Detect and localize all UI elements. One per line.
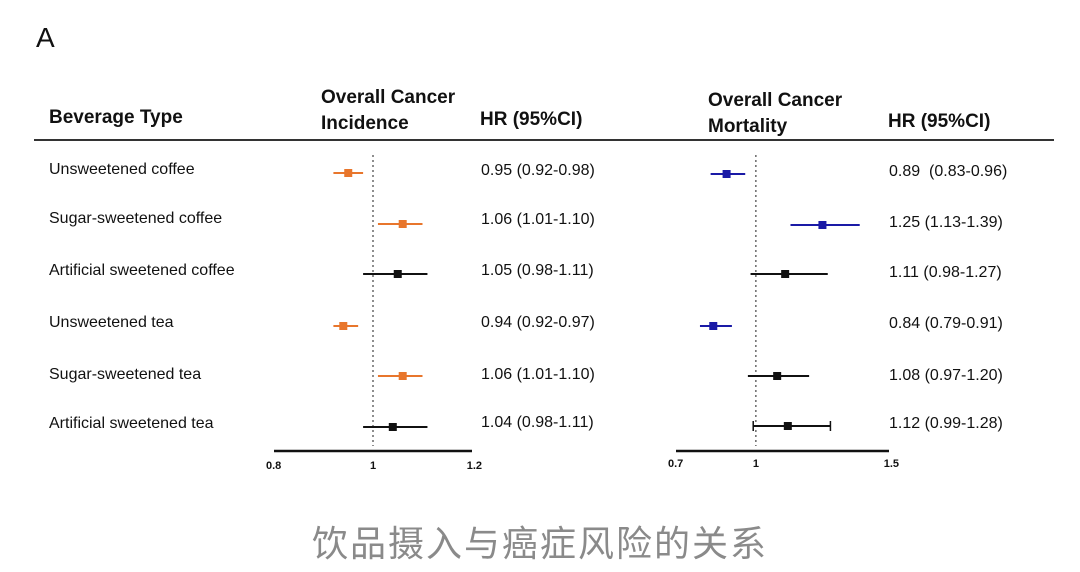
hr-point-marker — [722, 170, 731, 178]
incidence-hr-text: 1.05 (0.98-1.11) — [481, 262, 594, 279]
hr-point-marker — [781, 270, 790, 278]
hr-point-marker — [398, 372, 407, 380]
x-tick-label: 1.2 — [467, 460, 482, 472]
figure-caption: 饮品摄入与癌症风险的关系 — [311, 524, 768, 565]
incidence-hr-text: 1.06 (1.01-1.10) — [481, 211, 595, 228]
mortality-hr-text: 1.25 (1.13-1.39) — [889, 214, 1003, 231]
hr-point-marker — [709, 322, 718, 330]
hr-point-marker — [388, 423, 397, 431]
header-divider — [34, 139, 1054, 141]
mortality-hr-text: 1.08 (0.97-1.20) — [889, 367, 1003, 384]
incidence-hr-text: 0.95 (0.92-0.98) — [481, 162, 595, 179]
mortality-hr-text: 0.84 (0.79-0.91) — [889, 315, 1003, 332]
x-tick-label: 1.5 — [884, 458, 899, 470]
x-tick-label: 1 — [753, 458, 759, 470]
x-tick-label: 0.7 — [668, 458, 683, 470]
hr-point-marker — [339, 322, 348, 330]
header-incidence-title-line2: Incidence — [321, 113, 409, 134]
hr-point-marker — [398, 220, 407, 228]
mortality-hr-text: 0.89 (0.83-0.96) — [889, 163, 1008, 180]
row-label-sugar-sweetened-tea: Sugar-sweetened tea — [49, 366, 202, 383]
header-mortality-title-line2: Mortality — [708, 116, 788, 137]
row-label-sugar-sweetened-coffee: Sugar-sweetened coffee — [49, 210, 223, 227]
hr-point-marker — [344, 169, 353, 177]
incidence-hr-text: 1.04 (0.98-1.11) — [481, 414, 594, 431]
mortality-hr-text: 1.11 (0.98-1.27) — [889, 264, 1002, 281]
header-incidence-hr: HR (95%CI) — [480, 109, 583, 130]
incidence-hr-text: 1.06 (1.01-1.10) — [481, 366, 595, 383]
header-mortality-hr: HR (95%CI) — [888, 111, 991, 132]
mortality-hr-text: 1.12 (0.99-1.28) — [889, 415, 1003, 432]
row-label-artificial-sweetened-tea: Artificial sweetened tea — [49, 415, 214, 432]
hr-point-marker — [818, 221, 827, 229]
header-incidence-title-line1: Overall Cancer — [321, 87, 456, 108]
header-mortality-title-line1: Overall Cancer — [708, 90, 843, 111]
row-label-artificial-sweetened-coffee: Artificial sweetened coffee — [49, 262, 235, 279]
hr-point-marker — [393, 270, 402, 278]
x-tick-label: 0.8 — [266, 460, 281, 472]
incidence-hr-text: 0.94 (0.92-0.97) — [481, 314, 595, 331]
hr-point-marker — [773, 372, 782, 380]
panel-label: A — [36, 22, 55, 53]
hr-point-marker — [783, 422, 792, 430]
row-label-unsweetened-tea: Unsweetened tea — [49, 314, 174, 331]
x-tick-label: 1 — [370, 460, 376, 472]
header-beverage-type: Beverage Type — [49, 107, 183, 128]
row-label-unsweetened-coffee: Unsweetened coffee — [49, 161, 195, 178]
